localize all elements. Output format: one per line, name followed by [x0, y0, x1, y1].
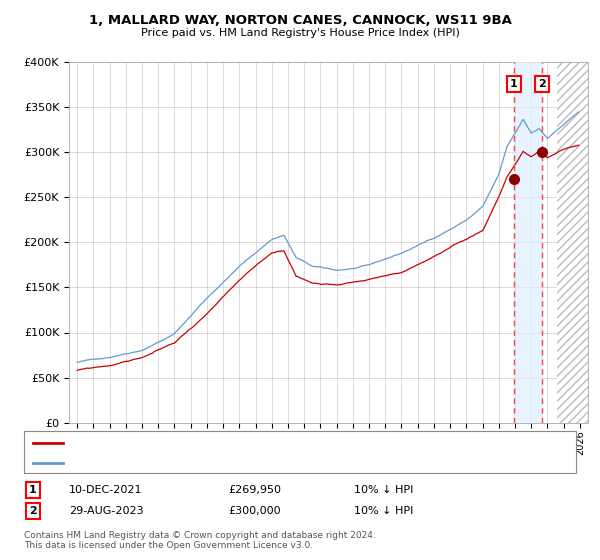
- Text: 10% ↓ HPI: 10% ↓ HPI: [354, 506, 413, 516]
- Text: 2: 2: [29, 506, 37, 516]
- Text: 1: 1: [510, 79, 518, 89]
- Text: Contains HM Land Registry data © Crown copyright and database right 2024.
This d: Contains HM Land Registry data © Crown c…: [24, 530, 376, 550]
- Text: 1, MALLARD WAY, NORTON CANES, CANNOCK, WS11 9BA (detached house): 1, MALLARD WAY, NORTON CANES, CANNOCK, W…: [69, 437, 463, 447]
- Bar: [514, 62, 542, 423]
- Text: £269,950: £269,950: [228, 485, 281, 495]
- Bar: [557, 62, 590, 423]
- Text: HPI: Average price, detached house, Cannock Chase: HPI: Average price, detached house, Cann…: [69, 458, 343, 468]
- Text: 10-DEC-2021: 10-DEC-2021: [69, 485, 143, 495]
- Text: 10% ↓ HPI: 10% ↓ HPI: [354, 485, 413, 495]
- Text: £300,000: £300,000: [228, 506, 281, 516]
- Text: Price paid vs. HM Land Registry's House Price Index (HPI): Price paid vs. HM Land Registry's House …: [140, 28, 460, 38]
- Text: 1: 1: [29, 485, 37, 495]
- Text: 29-AUG-2023: 29-AUG-2023: [69, 506, 143, 516]
- Text: 2: 2: [538, 79, 546, 89]
- Bar: [557, 62, 590, 423]
- Text: 1, MALLARD WAY, NORTON CANES, CANNOCK, WS11 9BA: 1, MALLARD WAY, NORTON CANES, CANNOCK, W…: [89, 14, 511, 27]
